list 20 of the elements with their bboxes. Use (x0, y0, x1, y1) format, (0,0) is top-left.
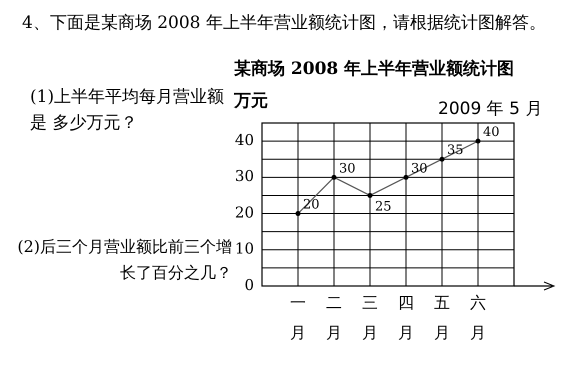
x-tick-label: 三月 (362, 293, 378, 342)
data-label: 30 (339, 161, 356, 176)
x-tick-label: 二月 (326, 293, 342, 342)
y-tick-label: 30 (234, 167, 254, 186)
x-tick-label: 四月 (398, 293, 414, 342)
x-tick-label: 六月 (470, 293, 486, 342)
data-label: 25 (375, 199, 392, 214)
y-tick-label: 20 (234, 203, 254, 222)
x-tick-label: 五月 (434, 293, 450, 342)
text: 4、下面是某商场 2008 年上半年营业额统计图，请根据统计图解答。 (22, 12, 547, 35)
y-tick-label: 40 (234, 131, 254, 149)
text: (1)上半年平均每月营业额是 多少万元？ (30, 86, 226, 135)
y-tick-label: 10 (234, 240, 254, 258)
y-axis-title: 万元 (234, 90, 268, 113)
text: (2)后三个月营业额比前三个增长了百分之几？ (16, 236, 232, 284)
x-tick-label: 一月 (290, 293, 306, 342)
chart-title: 某商场 2008 年上半年营业额统计图 (234, 58, 514, 81)
y-tick-label: 0 (244, 276, 254, 294)
text: 2009 年 5 月 (438, 98, 542, 121)
data-label: 40 (483, 125, 500, 140)
